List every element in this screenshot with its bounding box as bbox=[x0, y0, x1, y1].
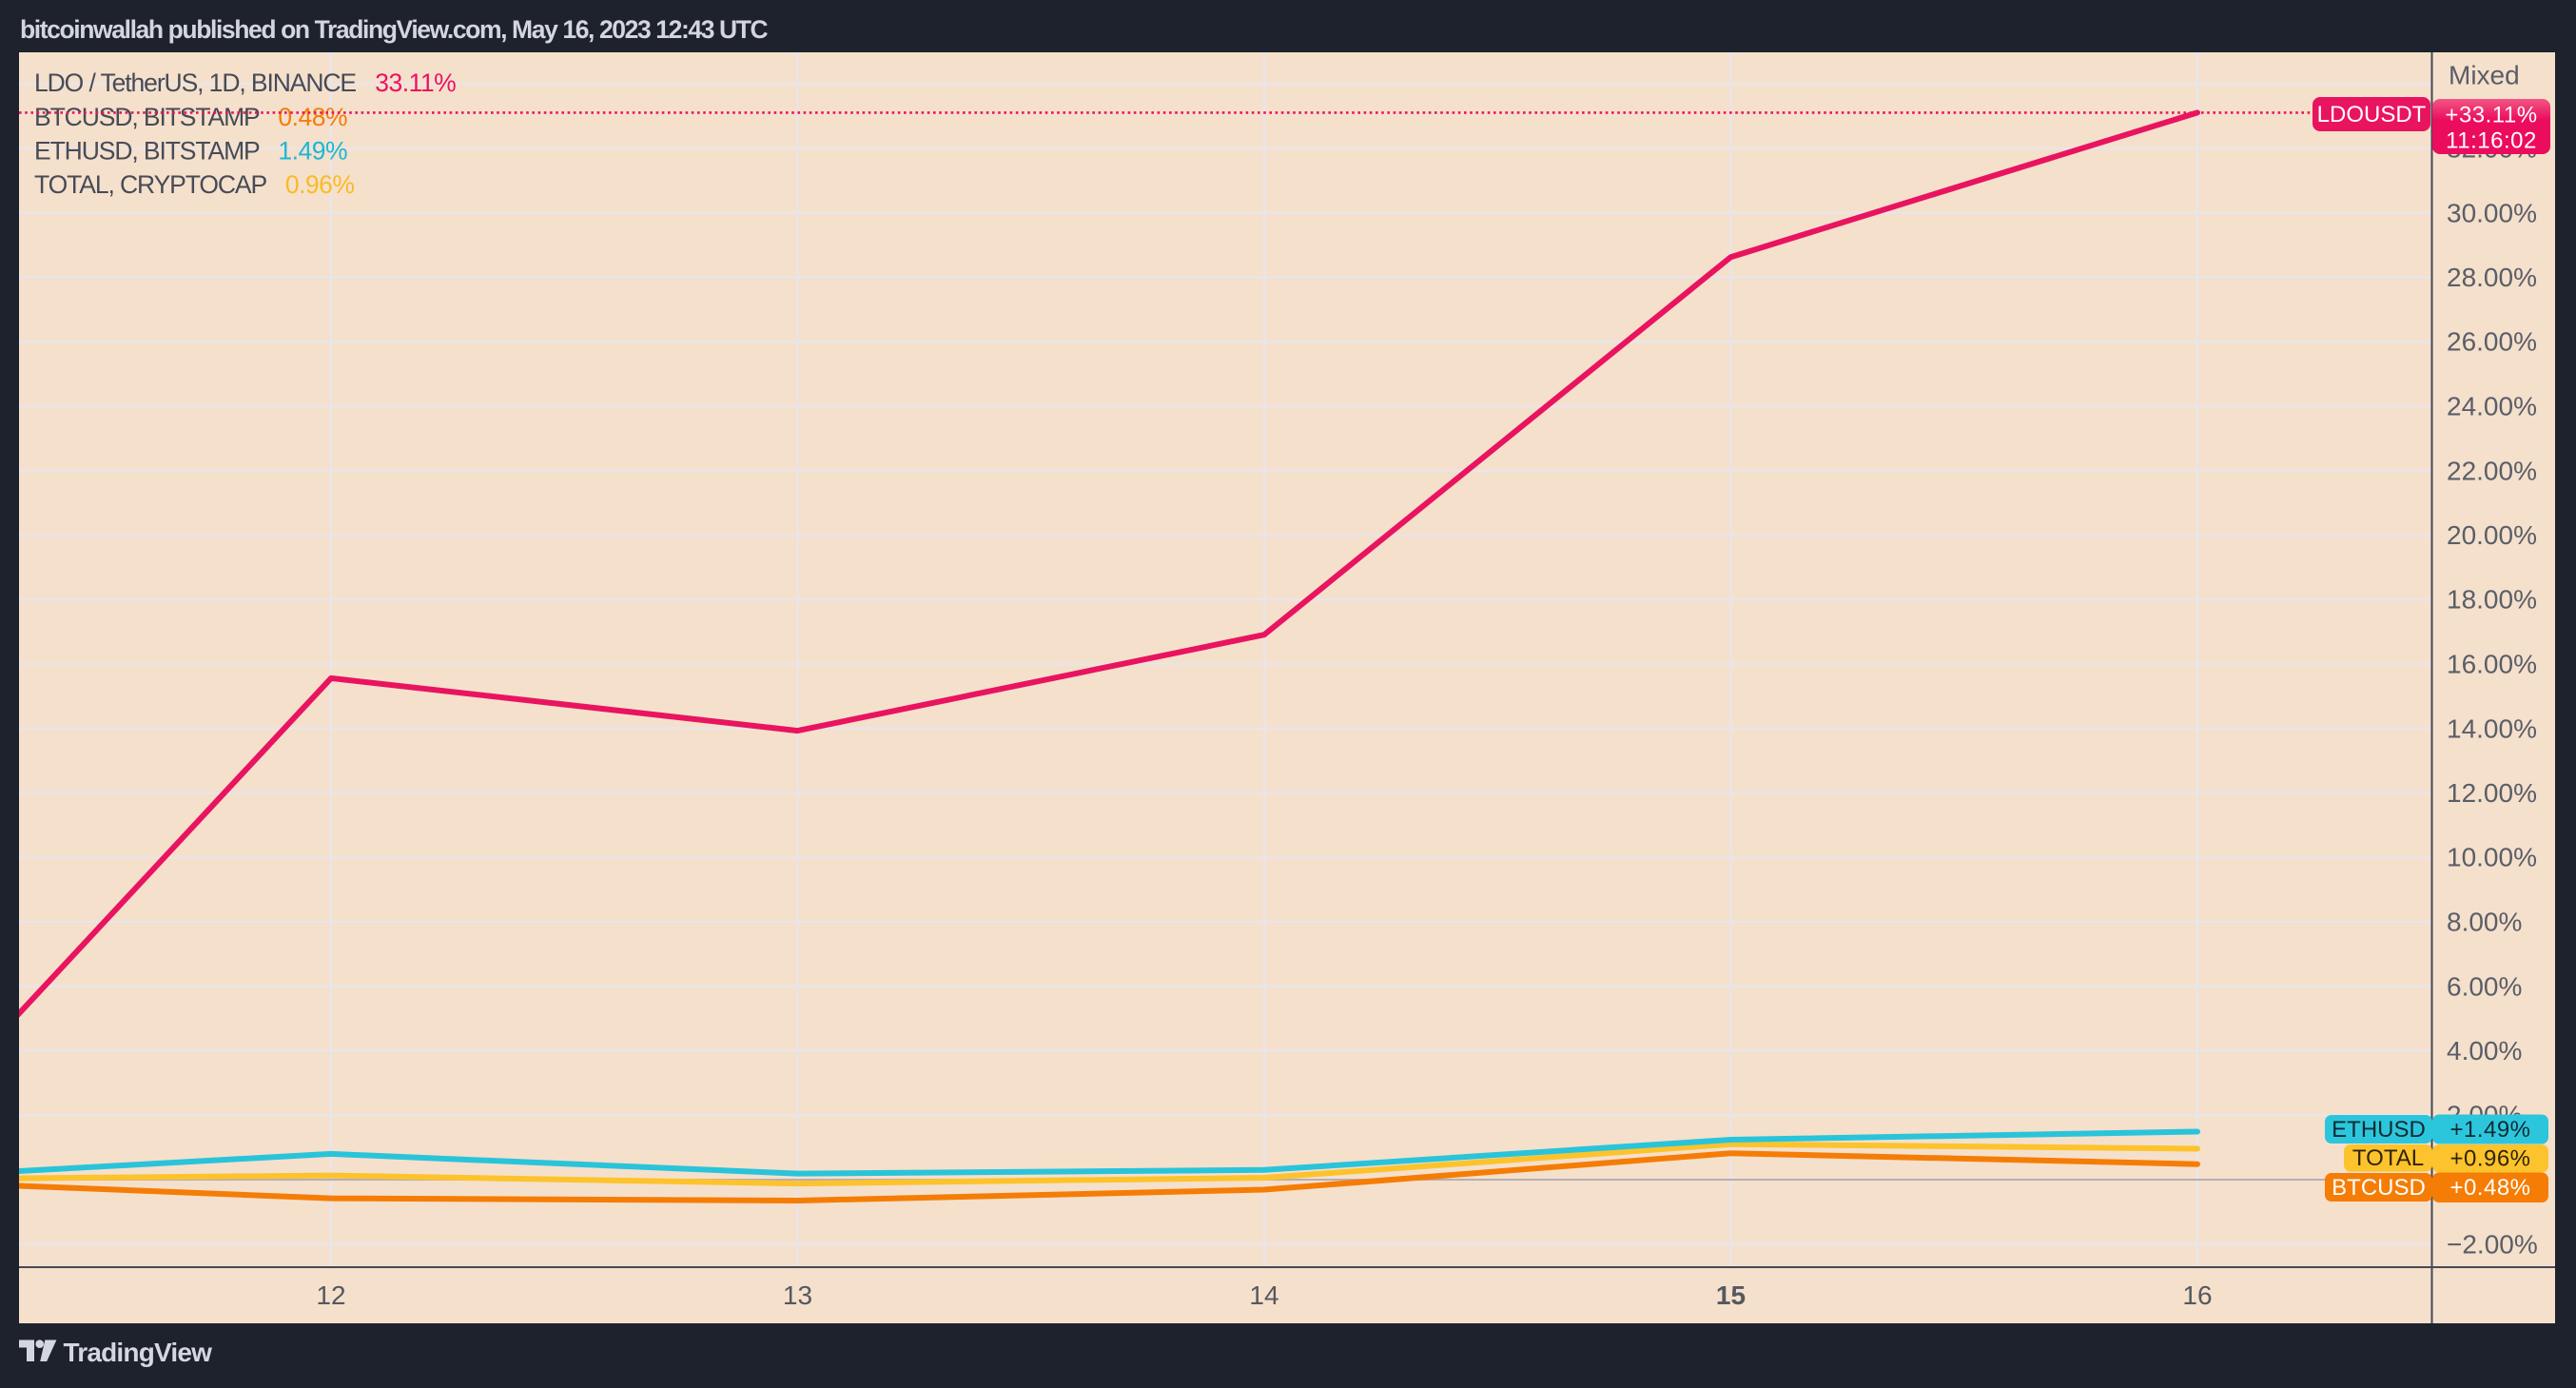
svg-text:+33.11%: +33.11% bbox=[2445, 103, 2537, 128]
svg-text:20.00%: 20.00% bbox=[2447, 520, 2537, 550]
svg-text:10.00%: 10.00% bbox=[2447, 843, 2537, 872]
svg-text:22.00%: 22.00% bbox=[2447, 456, 2537, 485]
svg-text:8.00%: 8.00% bbox=[2447, 908, 2522, 937]
svg-text:TradingView: TradingView bbox=[64, 1338, 213, 1367]
svg-text:+1.49%: +1.49% bbox=[2449, 1117, 2530, 1143]
svg-text:12: 12 bbox=[316, 1280, 345, 1310]
svg-text:4.00%: 4.00% bbox=[2447, 1036, 2522, 1065]
svg-text:26.00%: 26.00% bbox=[2447, 327, 2537, 357]
svg-text:15: 15 bbox=[1716, 1280, 1746, 1310]
svg-text:ETHUSD: ETHUSD bbox=[2332, 1117, 2426, 1143]
svg-text:BTCUSD: BTCUSD bbox=[2332, 1175, 2426, 1201]
svg-text:−2.00%: −2.00% bbox=[2447, 1229, 2538, 1259]
svg-text:Mixed: Mixed bbox=[2449, 61, 2520, 90]
svg-text:13: 13 bbox=[783, 1280, 812, 1310]
svg-text:28.00%: 28.00% bbox=[2447, 263, 2537, 292]
svg-text:11:16:02: 11:16:02 bbox=[2446, 128, 2537, 154]
svg-text:16.00%: 16.00% bbox=[2447, 650, 2537, 679]
svg-text:+0.48%: +0.48% bbox=[2449, 1175, 2530, 1201]
svg-text:6.00%: 6.00% bbox=[2447, 971, 2522, 1001]
svg-text:TOTAL: TOTAL bbox=[2352, 1145, 2424, 1171]
svg-text:30.00%: 30.00% bbox=[2447, 198, 2537, 227]
svg-text:bitcoinwallah published on Tra: bitcoinwallah published on TradingView.c… bbox=[20, 15, 769, 44]
svg-text:16: 16 bbox=[2182, 1280, 2212, 1310]
svg-text:14.00%: 14.00% bbox=[2447, 714, 2537, 743]
svg-text:24.00%: 24.00% bbox=[2447, 392, 2537, 421]
svg-text:12.00%: 12.00% bbox=[2447, 778, 2537, 808]
svg-text:14: 14 bbox=[1249, 1280, 1278, 1310]
svg-text:TOTAL, CRYPTOCAP 0.96%: TOTAL, CRYPTOCAP 0.96% bbox=[34, 170, 354, 199]
svg-text:ETHUSD, BITSTAMP 1.49%: ETHUSD, BITSTAMP 1.49% bbox=[34, 137, 347, 166]
svg-text:+0.96%: +0.96% bbox=[2449, 1146, 2530, 1172]
svg-text:LDO / TetherUS, 1D, BINANCE 33: LDO / TetherUS, 1D, BINANCE 33.11% bbox=[34, 68, 456, 97]
svg-text:LDOUSDT: LDOUSDT bbox=[2317, 102, 2427, 127]
svg-text:BTCUSD, BITSTAMP 0.48%: BTCUSD, BITSTAMP 0.48% bbox=[34, 103, 347, 131]
svg-text:18.00%: 18.00% bbox=[2447, 585, 2537, 615]
